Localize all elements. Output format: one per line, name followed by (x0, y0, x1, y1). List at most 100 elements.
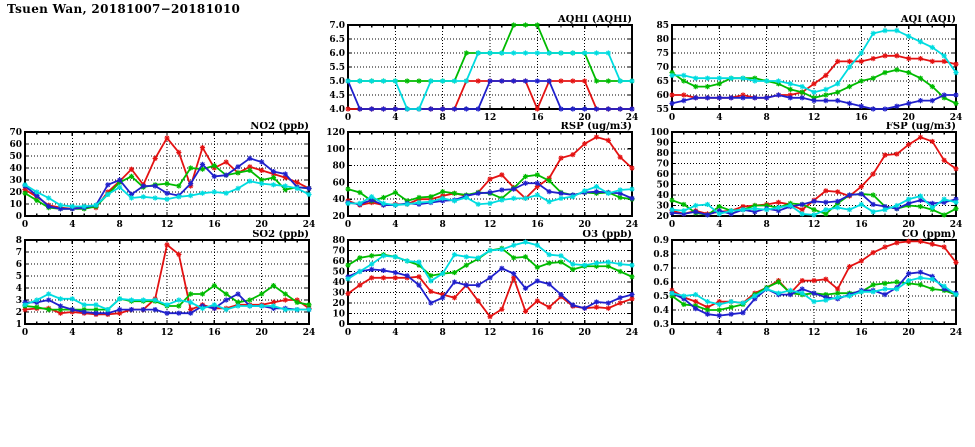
so2-marker-cyan (223, 306, 229, 313)
rsp-marker-cyan (617, 187, 623, 193)
co-marker-green (917, 282, 924, 288)
co-x-tick-label: 12 (808, 328, 821, 338)
aqi-marker-green (787, 86, 793, 93)
aqi-marker-green (917, 75, 924, 81)
chart-no2: 0 10 20 30 40 50 60 70 0 4 8 12 16 20 24 NO2 (ppb) (0, 121, 318, 230)
o3-marker-red (629, 296, 635, 302)
rsp-marker-cyan (558, 195, 564, 201)
so2-y-tick-label: 8 (16, 236, 22, 246)
aqi-marker-blue (858, 103, 864, 109)
no2-x-tick-label: 4 (69, 220, 75, 230)
o3-marker-green (522, 254, 529, 260)
co-marker-cyan (669, 290, 675, 296)
fsp-marker-cyan (953, 199, 959, 205)
co-marker-cyan (716, 301, 722, 308)
so2-marker-green (294, 299, 300, 306)
o3-marker-blue (369, 266, 375, 273)
o3-marker-green (605, 263, 611, 269)
aqi-marker-red (846, 58, 853, 65)
co-marker-red (941, 244, 947, 250)
fsp-marker-red (835, 189, 841, 195)
chart-aqhi: 4.0 4.5 5.0 5.5 6.0 6.5 7.0 0 4 8 12 16 20 24 AQHI (AQ… (323, 14, 641, 123)
so2-marker-red (117, 310, 123, 316)
rsp-marker-red (570, 152, 576, 158)
o3-marker-blue (487, 275, 493, 281)
aqhi-marker-blue (475, 106, 481, 112)
co-x-tick-label: 0 (669, 328, 675, 338)
o3-marker-cyan (345, 276, 351, 282)
co-marker-cyan (953, 291, 959, 298)
so2-y-tick-label: 3 (16, 296, 22, 306)
o3-marker-cyan (475, 255, 481, 261)
rsp-x-tick-label: 20 (578, 220, 591, 230)
aqhi-marker-blue (629, 106, 635, 112)
aqi-marker-red (681, 92, 687, 98)
aqi-marker-cyan (716, 75, 722, 81)
fsp-marker-blue (870, 201, 876, 208)
so2-marker-blue (164, 310, 170, 316)
no2-marker-cyan (46, 195, 52, 201)
o3-marker-blue (629, 291, 635, 298)
o3-marker-green (369, 253, 375, 259)
aqhi-marker-blue (546, 78, 552, 84)
co-marker-red (811, 277, 817, 284)
co-title: CO (ppm) (902, 230, 956, 240)
no2-marker-blue (199, 161, 206, 168)
no2-marker-cyan (306, 191, 312, 198)
so2-marker-red (164, 242, 170, 248)
aqhi-marker-red (558, 78, 564, 84)
o3-marker-cyan (629, 262, 635, 268)
fsp-marker-green (716, 203, 722, 210)
aqi-marker-red (882, 53, 888, 59)
so2-marker-cyan (69, 296, 75, 302)
aqhi-marker-blue (605, 106, 611, 112)
aqi-marker-green (669, 69, 675, 76)
rsp-marker-cyan (499, 197, 505, 203)
aqhi-marker-cyan (582, 50, 588, 56)
so2-marker-green (223, 291, 229, 297)
fsp-marker-cyan (764, 207, 770, 213)
aqhi-marker-blue (357, 106, 363, 112)
aqi-marker-blue (740, 95, 746, 101)
so2-marker-blue (69, 306, 75, 313)
so2-marker-green (34, 304, 40, 310)
so2-marker-cyan (247, 303, 253, 309)
co-marker-cyan (740, 300, 746, 306)
o3-marker-cyan (546, 252, 552, 258)
no2-marker-red (128, 166, 135, 172)
aqi-marker-green (681, 78, 687, 84)
o3-x-tick-label: 16 (531, 328, 544, 338)
co-marker-cyan (858, 289, 864, 295)
fsp-marker-blue (906, 200, 912, 207)
aqi-marker-green (775, 81, 782, 87)
o3-marker-green (546, 260, 552, 266)
fsp-marker-cyan (835, 204, 841, 211)
aqi-marker-cyan (775, 78, 782, 84)
no2-marker-cyan (223, 190, 229, 196)
rsp-marker-green (546, 178, 552, 184)
no2-y-tick-label: 30 (9, 176, 22, 186)
aqi-marker-cyan (764, 78, 770, 84)
so2-marker-green (282, 291, 288, 297)
aqi-marker-green (704, 83, 711, 90)
so2-y-tick-label: 5 (16, 272, 22, 282)
so2-marker-green (211, 282, 217, 289)
co-marker-blue (681, 296, 687, 302)
so2-marker-cyan (235, 303, 241, 309)
so2-marker-blue (211, 305, 217, 312)
o3-x-tick-label: 20 (578, 328, 591, 338)
o3-marker-blue (440, 295, 446, 301)
o3-marker-blue (499, 265, 505, 271)
rsp-marker-red (605, 137, 611, 143)
no2-marker-green (247, 167, 253, 174)
aqi-marker-blue (917, 97, 924, 104)
aqi-marker-blue (787, 95, 793, 101)
o3-y-tick-label: 70 (332, 247, 345, 257)
co-marker-green (906, 280, 912, 287)
no2-marker-cyan (164, 196, 170, 202)
no2-marker-green (270, 174, 277, 181)
rsp-y-tick-label: 20 (332, 212, 345, 222)
co-marker-red (953, 259, 959, 266)
